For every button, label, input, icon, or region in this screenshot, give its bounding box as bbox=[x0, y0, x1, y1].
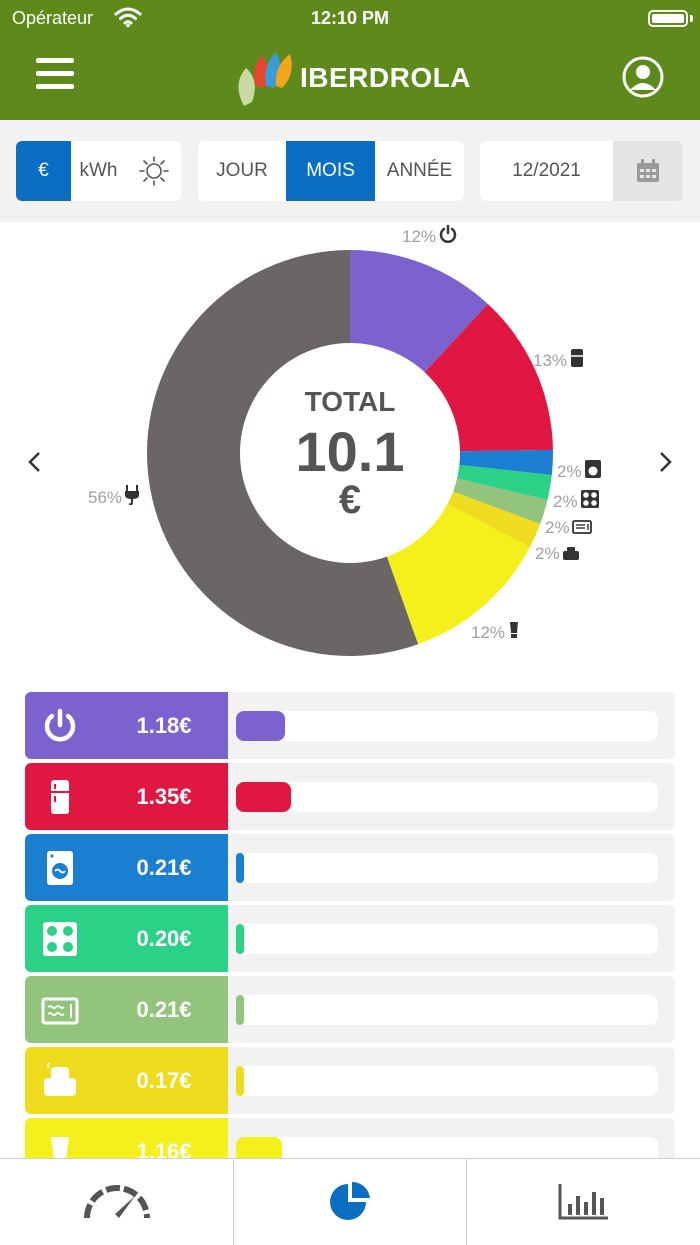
row-color-block: 0.21€ bbox=[25, 834, 228, 901]
row-bar-fill bbox=[236, 782, 291, 812]
unit-toggle: € kWh bbox=[16, 141, 181, 201]
fridge-icon bbox=[41, 778, 79, 816]
power-icon bbox=[439, 224, 457, 243]
calendar-icon[interactable] bbox=[613, 141, 683, 201]
cooktop-icon bbox=[41, 920, 79, 958]
slice-label-washing-machine: 2% bbox=[557, 459, 602, 482]
row-bar-fill bbox=[236, 1066, 244, 1096]
row-bar-fill bbox=[236, 1137, 283, 1158]
row-value: 0.20€ bbox=[136, 926, 192, 951]
user-account-icon[interactable] bbox=[622, 56, 664, 98]
row-value: 0.21€ bbox=[136, 855, 192, 880]
status-bar: Opérateur 12:10 PM bbox=[0, 0, 700, 38]
donut-svg bbox=[146, 250, 553, 656]
donut-hole bbox=[240, 343, 460, 563]
washing-machine-icon bbox=[41, 849, 79, 887]
row-bar-track bbox=[236, 924, 658, 954]
breakdown-row[interactable]: 0.21€ bbox=[25, 834, 675, 901]
brand-name: IBERDROLA bbox=[300, 62, 471, 93]
row-color-block: 0.21€ bbox=[25, 976, 228, 1043]
row-value: 0.17€ bbox=[136, 1068, 192, 1093]
row-value: 1.18€ bbox=[136, 713, 192, 738]
row-color-block: 1.35€ bbox=[25, 763, 228, 830]
gauge-icon bbox=[83, 1185, 150, 1219]
breakdown-row[interactable]: 1.18€ bbox=[25, 692, 675, 759]
row-bar-track bbox=[236, 782, 658, 812]
power-icon bbox=[41, 707, 79, 745]
row-bar-track bbox=[236, 853, 658, 883]
row-bar-track bbox=[236, 711, 658, 741]
leaf-logo-icon bbox=[238, 52, 292, 106]
tab-gauge[interactable] bbox=[0, 1159, 233, 1245]
chevron-left-icon[interactable] bbox=[20, 447, 50, 477]
cooktop-icon bbox=[580, 490, 599, 508]
consumption-donut-chart: TOTAL 10.1 € 12% 13% 2% 2% 2% 2% 12% 56% bbox=[0, 222, 700, 682]
tab-pie-chart[interactable] bbox=[233, 1159, 466, 1245]
row-bar-track bbox=[236, 1066, 658, 1096]
toaster-icon bbox=[562, 547, 579, 560]
row-color-block: 1.16€ bbox=[25, 1118, 228, 1158]
hamburger-menu-icon[interactable] bbox=[36, 58, 74, 92]
unit-euro-button[interactable]: € bbox=[16, 141, 71, 201]
bottom-tab-bar bbox=[0, 1158, 700, 1245]
date-picker: 12/2021 bbox=[480, 141, 683, 201]
breakdown-row[interactable]: 0.21€ bbox=[25, 976, 675, 1043]
row-bar-track bbox=[236, 1137, 658, 1158]
app-header: IBERDROLA bbox=[0, 38, 700, 120]
clock: 12:10 PM bbox=[310, 8, 390, 28]
breakdown-row[interactable]: 0.20€ bbox=[25, 905, 675, 972]
chart-total-value: 10.1 bbox=[295, 420, 405, 483]
period-toggle: JOUR MOIS ANNÉE bbox=[198, 141, 464, 201]
breakdown-row[interactable]: 1.16€ bbox=[25, 1118, 675, 1158]
row-bar-fill bbox=[236, 853, 245, 883]
brand-logo: IBERDROLA bbox=[230, 46, 480, 110]
unit-kwh-button[interactable]: kWh bbox=[79, 160, 118, 181]
light-bulb-icon bbox=[41, 1133, 79, 1158]
row-value: 0.21€ bbox=[136, 997, 192, 1022]
carrier-label: Opérateur bbox=[12, 8, 94, 28]
slice-label-light-bulb: 12% bbox=[471, 620, 521, 643]
battery-icon bbox=[648, 10, 688, 27]
microwave-icon bbox=[41, 991, 79, 1029]
row-bar-fill bbox=[236, 995, 245, 1025]
battery-nub bbox=[690, 15, 693, 22]
breakdown-row[interactable]: 1.35€ bbox=[25, 763, 675, 830]
row-value: 1.16€ bbox=[136, 1139, 192, 1158]
light-bulb-icon bbox=[510, 622, 519, 638]
fridge-icon bbox=[571, 349, 584, 367]
row-bar-fill bbox=[236, 711, 285, 741]
row-color-block: 0.17€ bbox=[25, 1047, 228, 1114]
bar-chart-icon bbox=[558, 1184, 608, 1220]
row-bar-fill bbox=[236, 924, 245, 954]
slice-label-toaster: 2% bbox=[535, 544, 580, 564]
plug-icon bbox=[125, 485, 140, 506]
row-color-block: 1.18€ bbox=[25, 692, 228, 759]
washing-machine-icon bbox=[584, 460, 601, 478]
chart-total-title: TOTAL bbox=[304, 386, 396, 417]
sun-icon[interactable] bbox=[126, 141, 181, 201]
pie-chart-icon bbox=[330, 1181, 370, 1220]
period-year-button[interactable]: ANNÉE bbox=[386, 160, 453, 181]
period-month-button[interactable]: MOIS bbox=[286, 141, 375, 201]
filter-controls: € kWh JOUR MOIS ANNÉE 12/2021 bbox=[0, 120, 700, 222]
row-bar-track bbox=[236, 995, 658, 1025]
chart-total-unit: € bbox=[338, 478, 362, 522]
slice-label-fridge: 13% bbox=[533, 348, 585, 371]
microwave-icon bbox=[571, 520, 592, 534]
toaster-icon bbox=[41, 1062, 79, 1100]
row-color-block: 0.20€ bbox=[25, 905, 228, 972]
consumption-breakdown-list: 1.18€ 1.35€ 0.21€ 0.20€ 0.21€ 0.17€ 1.16€ bbox=[25, 692, 675, 1158]
chevron-right-icon[interactable] bbox=[650, 447, 680, 477]
slice-label-microwave: 2% bbox=[545, 518, 592, 538]
slice-label-plug: 56% bbox=[88, 483, 140, 508]
slice-label-cooktop: 2% bbox=[553, 489, 600, 512]
row-value: 1.35€ bbox=[136, 784, 192, 809]
slice-label-power: 12% bbox=[402, 224, 458, 247]
breakdown-row[interactable]: 0.17€ bbox=[25, 1047, 675, 1114]
wifi-icon bbox=[114, 7, 142, 28]
period-day-button[interactable]: JOUR bbox=[216, 160, 268, 181]
tab-bar-chart[interactable] bbox=[466, 1159, 700, 1245]
date-value[interactable]: 12/2021 bbox=[512, 160, 581, 181]
